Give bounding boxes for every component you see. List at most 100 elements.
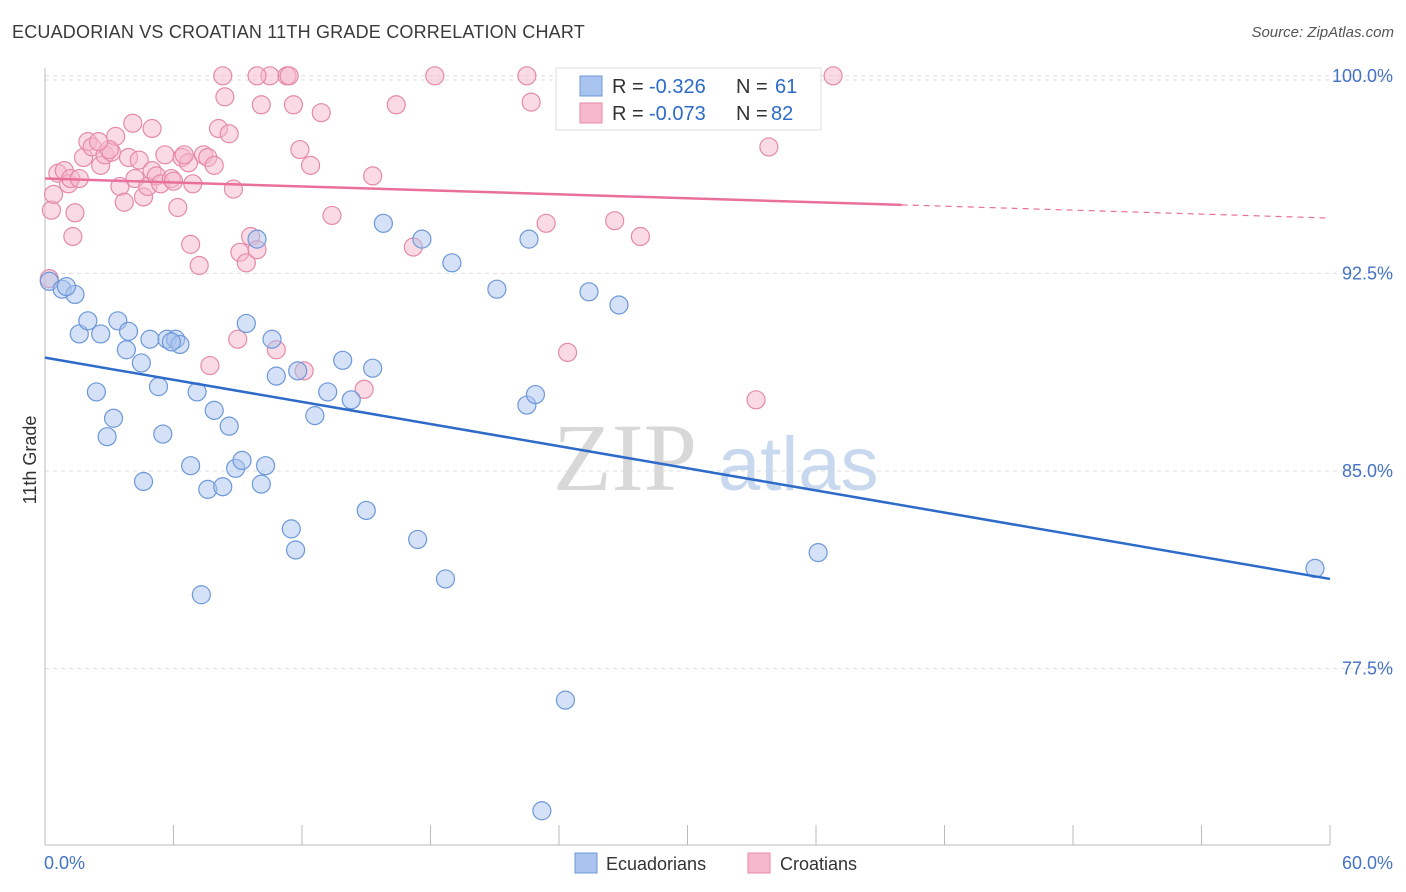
watermark: ZIP atlas: [553, 404, 879, 511]
legend-pink-r-label: R =: [612, 103, 644, 125]
ecuadorian-point-26: [213, 477, 233, 497]
croatian-point-72: [189, 255, 209, 276]
croatian-point-73: [200, 355, 220, 376]
ecuadorian-point-13: [97, 427, 117, 447]
legend-blue-r-value: -0.326: [649, 76, 706, 98]
ecuadorian-point-24: [181, 456, 201, 476]
legend-blue-n-label: N =: [736, 76, 768, 98]
croatian-point-71: [279, 66, 299, 86]
ecuadorian-point-54: [579, 282, 599, 302]
y-axis-label: 11th Grade: [20, 416, 40, 505]
croatian-point-53: [322, 205, 342, 226]
ecuadorian-point-11: [86, 382, 107, 402]
chart-title: ECUADORIAN VS CROATIAN 11TH GRADE CORREL…: [12, 22, 585, 42]
bottom-legend-swatch-ecuadorians: [574, 852, 598, 874]
croatian-point-63: [605, 211, 625, 231]
croatian-point-34: [181, 234, 201, 254]
ecuadorian-point-20: [204, 400, 224, 420]
ecuadorian-point-22: [153, 424, 173, 444]
y-tick-label-0: 77.5%: [1342, 659, 1393, 679]
croatians-points: [39, 66, 843, 410]
croatian-point-69: [213, 66, 233, 86]
legend-blue-r-label: R =: [612, 76, 644, 98]
croatian-point-46: [251, 95, 271, 115]
ecuadorian-point-60: [161, 332, 181, 352]
ecuadorian-point-41: [281, 519, 301, 539]
croatian-point-62: [557, 342, 578, 362]
ecuadorian-point-6: [91, 324, 111, 344]
ecuadorian-trend-line: [44, 356, 1331, 581]
croatian-point-20: [129, 150, 149, 170]
top-legend: R = -0.326 N = 61 R = -0.073 N = 82: [555, 67, 822, 131]
croatian-point-59: [517, 66, 537, 86]
ecuadorian-point-31: [236, 313, 256, 334]
ecuadorian-point-59: [247, 229, 267, 249]
croatian-point-26: [142, 118, 162, 139]
croatian-point-39: [215, 87, 235, 107]
x-tick-label-1: 60.0%: [1342, 853, 1393, 873]
ecuadorian-point-10: [131, 353, 151, 373]
bottom-legend-croatians: Croatians: [780, 854, 857, 874]
bottom-legend-ecuadorians: Ecuadorians: [606, 854, 706, 874]
croatian-point-56: [386, 95, 406, 115]
ecuadorian-point-48: [442, 253, 462, 273]
y-tick-label-1: 85.0%: [1342, 461, 1393, 481]
y-tick-label-2: 92.5%: [1342, 263, 1393, 283]
ecuadorian-point-45: [191, 585, 211, 605]
source-label: Source: ZipAtlas.com: [1251, 24, 1394, 41]
ecuadorian-point-43: [408, 529, 428, 550]
trend-lines: [44, 177, 1331, 581]
ecuadorian-point-8: [118, 321, 139, 341]
ecuadorian-point-28: [232, 450, 252, 471]
croatian-point-58: [425, 66, 445, 86]
croatian-point-37: [204, 155, 224, 175]
ecuadorian-point-23: [133, 471, 154, 492]
legend-blue-n-value: 61: [775, 76, 797, 98]
croatian-point-41: [223, 179, 244, 199]
croatian-point-65: [746, 390, 766, 410]
bottom-legend-swatch-croatians: [747, 852, 771, 874]
legend-swatch-ecuadorians: [579, 75, 603, 97]
croatian-point-49: [283, 95, 304, 115]
legend-pink-r-value: -0.073: [649, 103, 706, 125]
croatian-point-51: [300, 155, 321, 175]
ecuadorian-point-5: [78, 311, 98, 331]
croatian-point-7: [65, 203, 85, 223]
ecuadorian-point-18: [148, 377, 169, 397]
croatian-point-54: [354, 379, 374, 399]
croatian-trend-line-extension: [901, 204, 1331, 219]
ecuadorian-point-40: [356, 500, 376, 521]
croatian-point-1: [43, 184, 64, 204]
ecuadorian-point-12: [103, 408, 124, 428]
ecuadorian-point-53: [555, 690, 576, 710]
croatian-point-68: [823, 66, 843, 86]
ecuadorian-point-58: [532, 801, 552, 821]
ecuadorian-point-34: [288, 361, 308, 381]
tick-labels: 77.5% 85.0% 92.5% 100.0% 0.0% 60.0%: [44, 66, 1393, 873]
ecuadorian-point-9: [116, 340, 136, 360]
ecuadorian-point-46: [373, 213, 393, 233]
croatian-point-78: [63, 226, 83, 247]
ecuadorian-point-50: [519, 229, 539, 249]
ecuadorian-point-33: [266, 366, 286, 386]
croatian-point-50: [290, 139, 310, 160]
croatian-point-52: [311, 103, 331, 123]
ecuadorian-point-55: [609, 295, 629, 315]
croatian-point-17: [114, 192, 134, 212]
croatian-point-27: [155, 145, 175, 165]
ecuadorian-point-52: [525, 384, 546, 405]
ecuadorian-point-49: [487, 279, 507, 299]
ecuadorian-point-42: [285, 540, 306, 560]
ecuadorian-point-29: [251, 474, 271, 494]
ecuadorian-point-47: [412, 229, 432, 249]
x-tick-label-0: 0.0%: [44, 853, 85, 873]
legend-pink-n-value: 82: [771, 103, 793, 125]
ecuadorian-point-21: [219, 416, 239, 436]
croatian-point-43: [236, 253, 256, 273]
croatian-trend-line: [44, 177, 902, 207]
ecuadorian-point-56: [808, 543, 828, 563]
croatian-point-60: [521, 92, 541, 112]
croatian-point-77: [88, 132, 109, 152]
legend-pink-n-label: N =: [736, 103, 768, 125]
